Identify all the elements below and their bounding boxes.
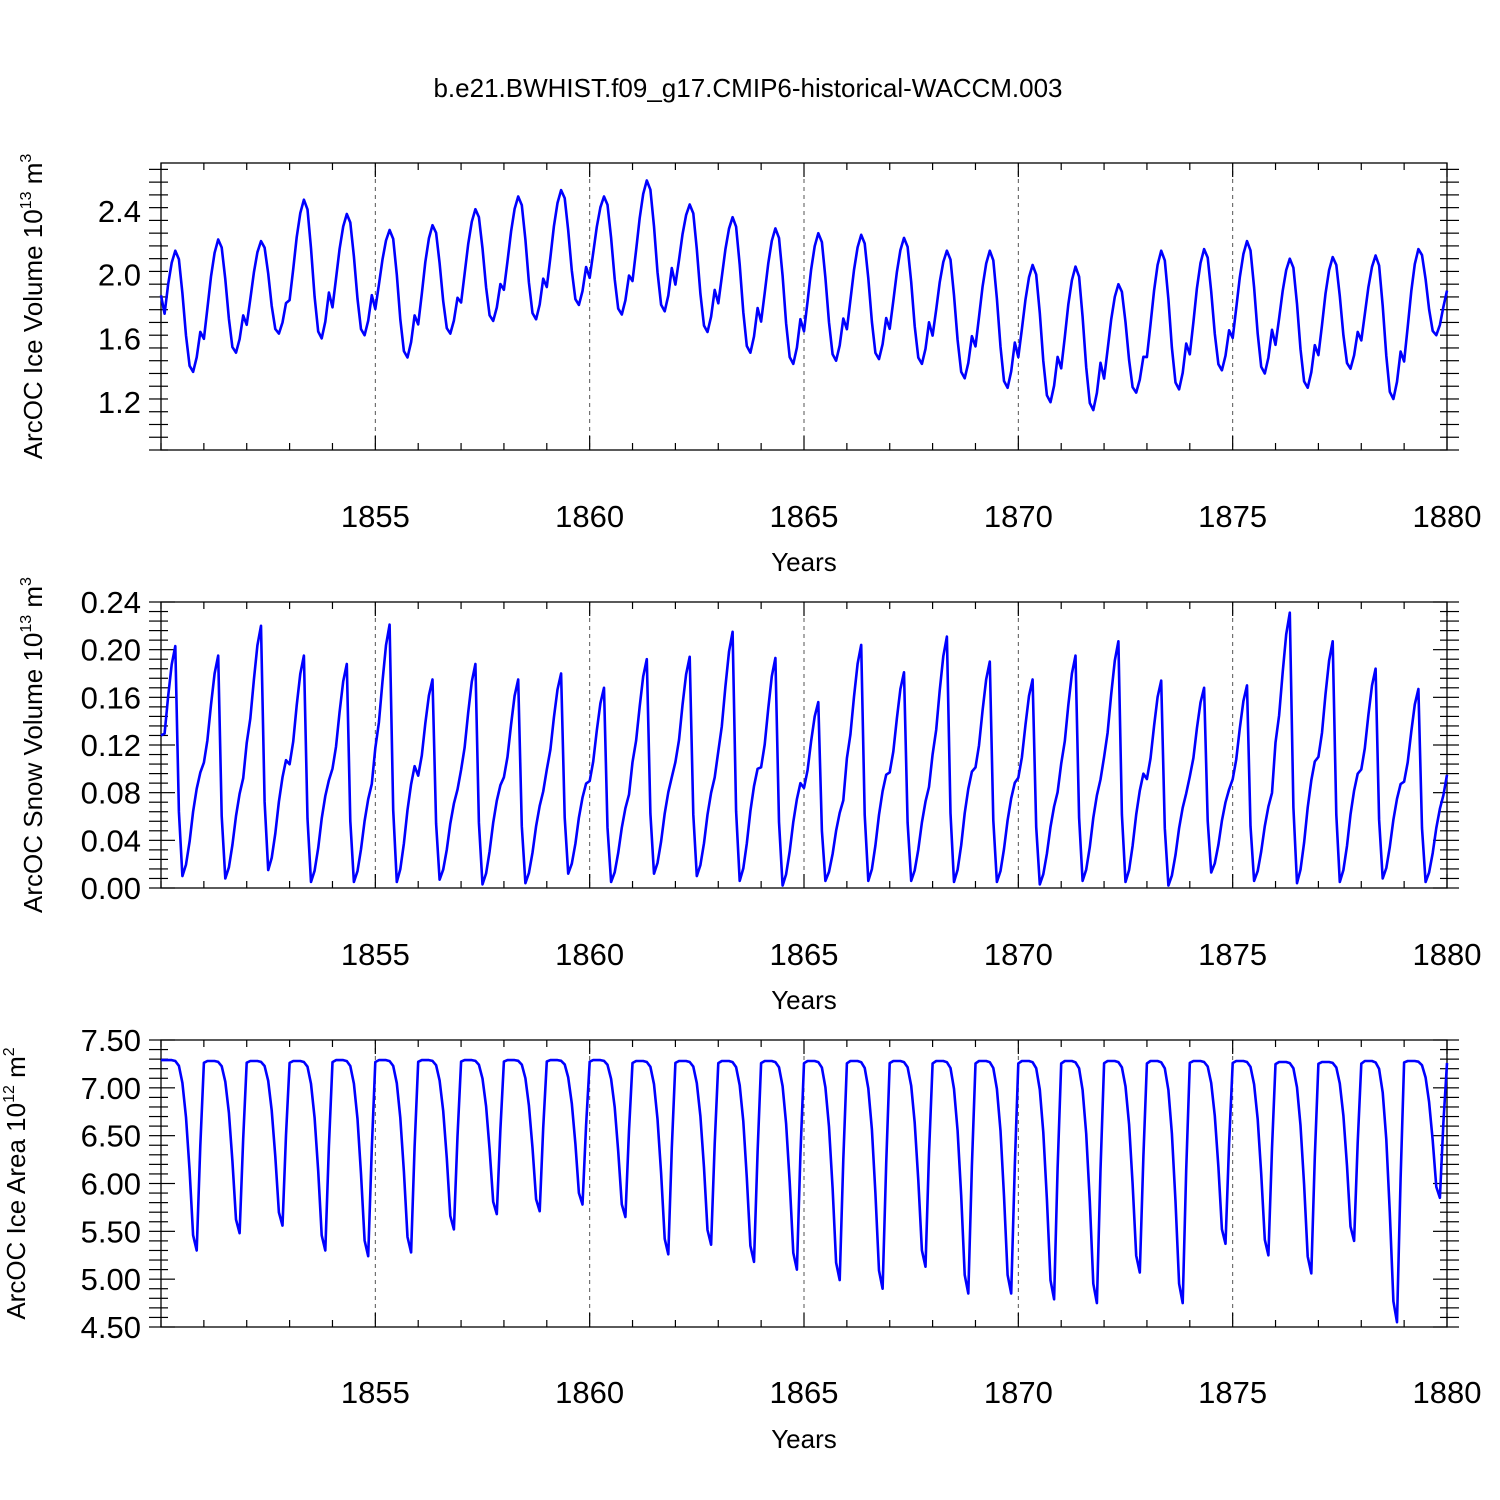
x-tick-label: 1880 bbox=[1413, 499, 1482, 534]
x-tick-label: 1880 bbox=[1413, 937, 1482, 972]
y-tick-label: 6.50 bbox=[81, 1119, 141, 1154]
ice-area-panel: 1855 1860 1865 1870 1875 1880 Years 4.50 5.00 5.5… bbox=[1, 1023, 1481, 1454]
y-tick-label: 1.2 bbox=[98, 385, 141, 420]
y-tick-label: 0.08 bbox=[81, 776, 141, 811]
y-axis-label: ArcOC Ice Area 1012 m2 bbox=[1, 1047, 31, 1319]
y-tick-label: 6.00 bbox=[81, 1167, 141, 1202]
x-tick-label: 1860 bbox=[555, 499, 624, 534]
y-tick-label: 5.00 bbox=[81, 1262, 141, 1297]
x-axis-label: Years bbox=[771, 547, 837, 577]
x-tick-label: 1855 bbox=[341, 937, 410, 972]
y-tick-label: 0.12 bbox=[81, 728, 141, 763]
x-tick-label: 1855 bbox=[341, 1375, 410, 1410]
x-tick-label: 1865 bbox=[770, 1375, 839, 1410]
x-tick-label: 1875 bbox=[1198, 499, 1267, 534]
x-tick-label: 1865 bbox=[770, 937, 839, 972]
y-tick-label: 0.20 bbox=[81, 633, 141, 668]
y-tick-label: 4.50 bbox=[81, 1310, 141, 1345]
x-tick-label: 1860 bbox=[555, 937, 624, 972]
y-axis-label: ArcOC Snow Volume 1013 m3 bbox=[18, 577, 48, 913]
y-tick-label: 7.00 bbox=[81, 1071, 141, 1106]
x-tick-label: 1870 bbox=[984, 499, 1053, 534]
y-tick-label: 0.00 bbox=[81, 871, 141, 906]
x-tick-label: 1860 bbox=[555, 1375, 624, 1410]
y-tick-label: 0.04 bbox=[81, 823, 141, 858]
y-tick-label: 5.50 bbox=[81, 1214, 141, 1249]
y-axis-label: ArcOC Ice Volume 1013 m3 bbox=[18, 154, 48, 460]
y-tick-label: 0.16 bbox=[81, 680, 141, 715]
series-line bbox=[160, 611, 1449, 887]
y-tick-label: 2.4 bbox=[98, 194, 141, 229]
x-tick-label: 1875 bbox=[1198, 1375, 1267, 1410]
y-tick-label: 0.24 bbox=[81, 585, 141, 620]
x-tick-label: 1880 bbox=[1413, 1375, 1482, 1410]
x-tick-label: 1870 bbox=[984, 1375, 1053, 1410]
x-tick-label: 1855 bbox=[341, 499, 410, 534]
x-tick-label: 1870 bbox=[984, 937, 1053, 972]
ice-volume-panel: 1855 1860 1865 1870 1875 1880 Years 1.2 1.6 2.0 2.… bbox=[18, 154, 1481, 577]
snow-volume-panel: 1855 1860 1865 1870 1875 1880 Years 0.00 0.04 0.0… bbox=[18, 577, 1481, 1015]
y-tick-label: 7.50 bbox=[81, 1023, 141, 1058]
series-line bbox=[159, 179, 1449, 412]
series-line bbox=[161, 1058, 1449, 1324]
y-tick-label: 2.0 bbox=[98, 258, 141, 293]
x-axis-label: Years bbox=[771, 1424, 837, 1454]
x-axis-label: Years bbox=[771, 985, 837, 1015]
x-tick-label: 1865 bbox=[770, 499, 839, 534]
y-tick-label: 1.6 bbox=[98, 321, 141, 356]
figure-title: b.e21.BWHIST.f09_g17.CMIP6-historical-WA… bbox=[433, 73, 1062, 103]
x-tick-label: 1875 bbox=[1198, 937, 1267, 972]
